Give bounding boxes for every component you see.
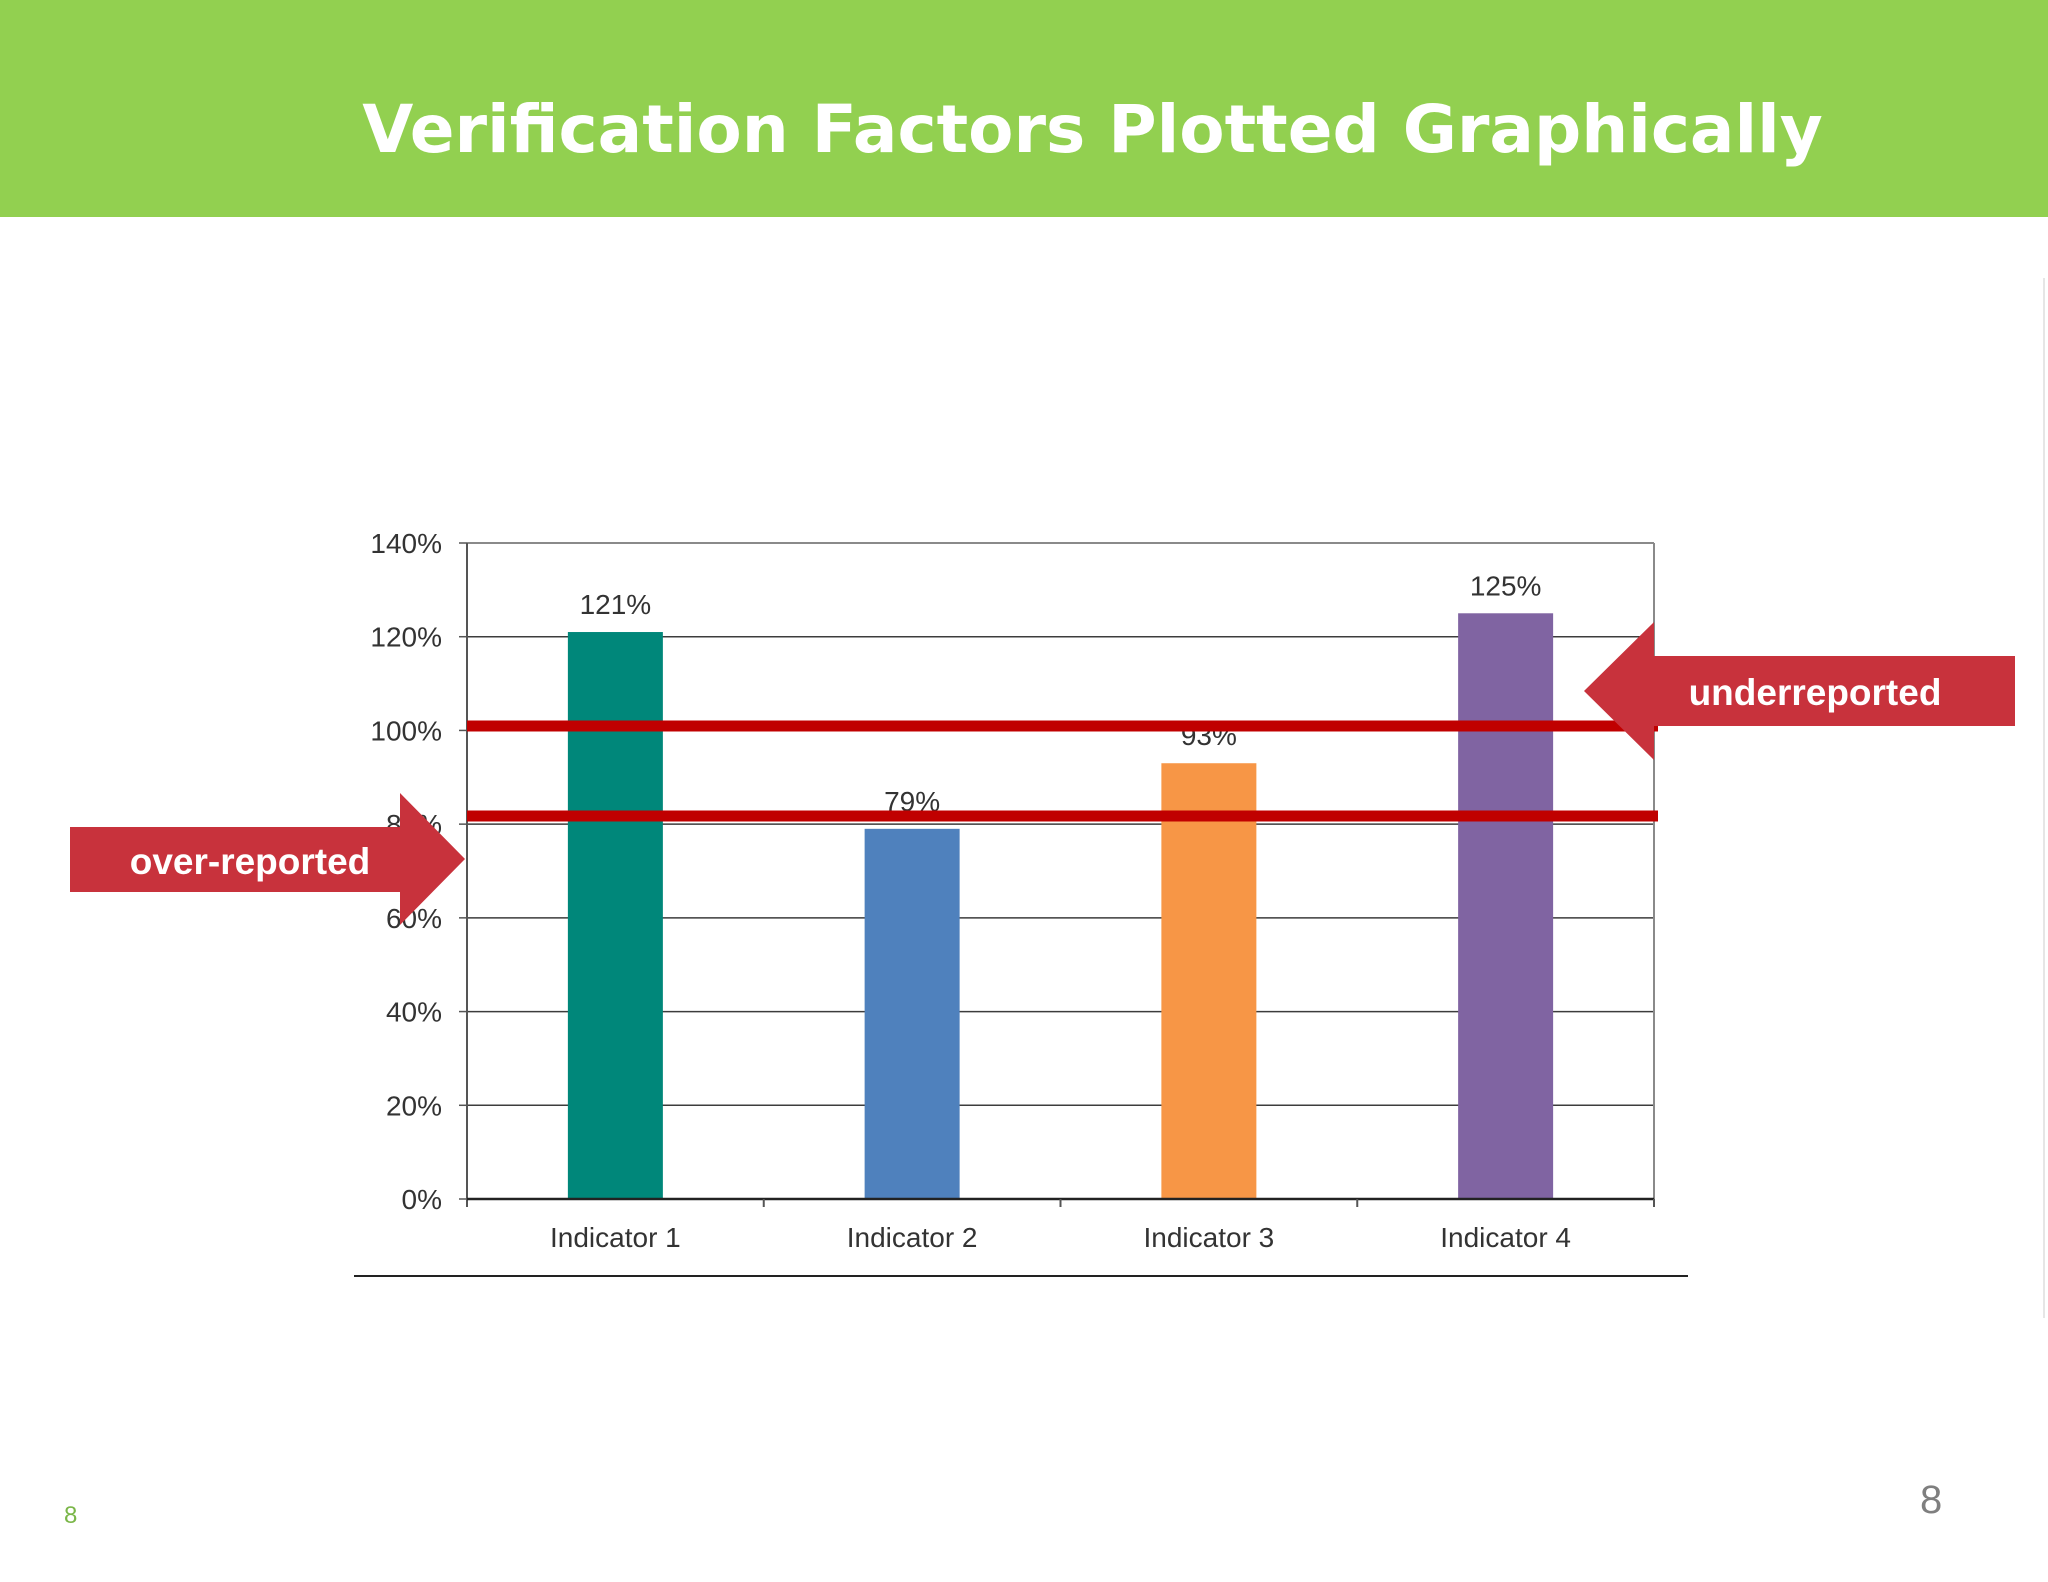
- y-tick-label: 120%: [370, 622, 442, 653]
- data-label: 125%: [1470, 570, 1542, 601]
- bar: [1458, 613, 1554, 1199]
- page-number-left: 8: [64, 1502, 78, 1529]
- axes: [354, 542, 1688, 1277]
- x-tick-label: Indicator 3: [1144, 1222, 1275, 1253]
- bars: [567, 613, 1554, 1199]
- x-axis-tick-labels: Indicator 1 Indicator 2 Indicator 3 Indicat…: [550, 1222, 1571, 1253]
- y-tick-label: 100%: [370, 715, 442, 746]
- underreported-label: underreported: [1689, 672, 1942, 713]
- bar: [864, 828, 960, 1199]
- data-label: 121%: [580, 589, 652, 620]
- y-tick-label: 140%: [370, 528, 442, 559]
- underreported-arrow: [1584, 622, 2015, 760]
- x-tick-label: Indicator 1: [550, 1222, 681, 1253]
- title-banner: Verification Factors Plotted Graphically: [0, 0, 2048, 217]
- over-reported-label: over-reported: [130, 841, 371, 882]
- y-tick-label: 20%: [386, 1090, 442, 1121]
- bar: [1161, 763, 1257, 1199]
- page-number-right: 8: [1920, 1478, 1943, 1522]
- x-tick-label: Indicator 2: [847, 1222, 978, 1253]
- data-labels: 121%79%93%125%: [580, 570, 1542, 817]
- slide-edge: [2043, 278, 2045, 1318]
- y-tick-label: 0%: [402, 1184, 442, 1215]
- over-reported-arrow: [70, 793, 465, 925]
- annotation-arrows: over-reported underreported: [70, 622, 2015, 925]
- threshold-lines: [467, 720, 1658, 822]
- x-tick-label: Indicator 4: [1440, 1222, 1571, 1253]
- bar: [567, 632, 663, 1199]
- slide-title: Verification Factors Plotted Graphically: [362, 91, 1823, 168]
- y-tick-label: 40%: [386, 997, 442, 1028]
